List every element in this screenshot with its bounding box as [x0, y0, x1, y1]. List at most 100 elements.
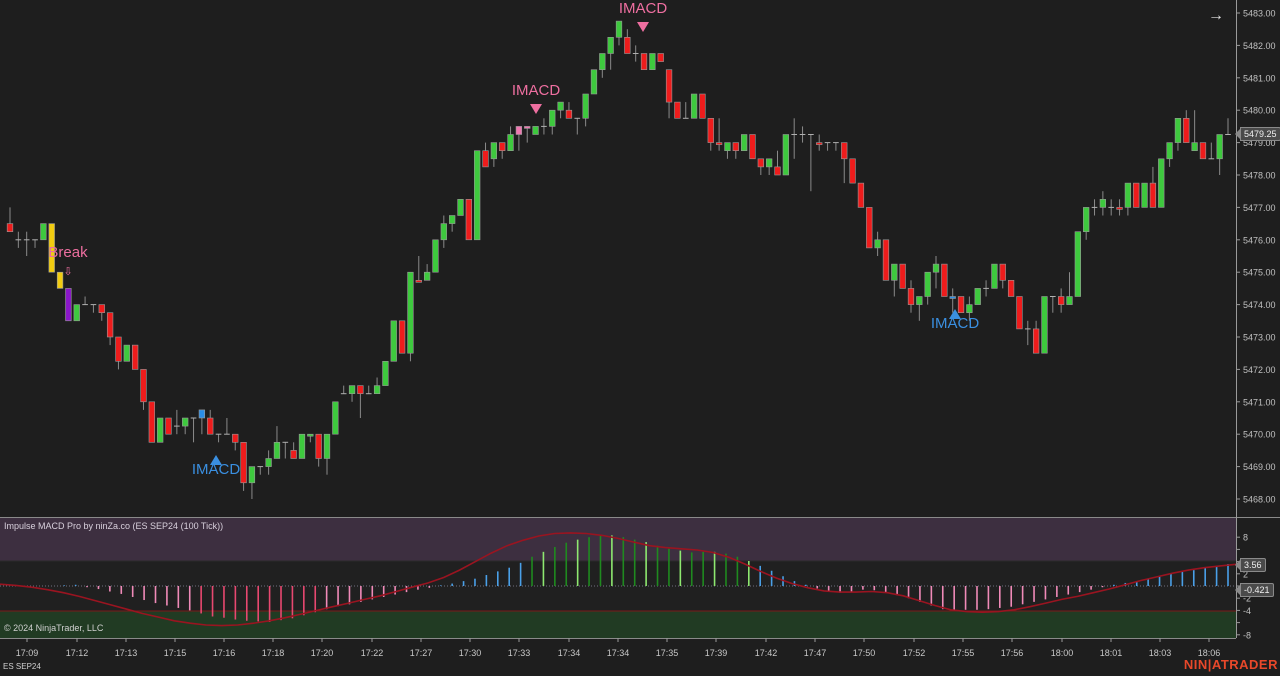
time-tick-label: 17:55	[952, 648, 975, 658]
macd-lower-zone	[0, 611, 1236, 638]
candle-body	[298, 433, 306, 459]
time-tick-label: 17:16	[213, 648, 236, 658]
time-tick-label: 18:01	[1100, 648, 1123, 658]
candle-body	[440, 223, 447, 241]
candle-body	[640, 53, 648, 71]
candle-body	[1216, 134, 1223, 160]
time-tick-label: 17:09	[16, 648, 39, 658]
candle-body	[1183, 118, 1190, 143]
instrument-label: ES SEP24	[3, 662, 41, 671]
signal-label: IMACD	[512, 82, 561, 99]
candle-body	[73, 304, 80, 322]
candle-body	[140, 369, 147, 403]
candle-body	[615, 20, 623, 38]
candle-body	[1041, 296, 1048, 354]
price-tick-label: 5474.00	[1243, 300, 1276, 310]
time-tick-label: 17:34	[558, 648, 581, 658]
candle-body	[390, 320, 397, 362]
time-tick-label: 17:47	[804, 648, 827, 658]
signal-label: IMACD	[619, 0, 668, 17]
candle-body	[98, 304, 105, 314]
candle-body	[273, 441, 281, 459]
time-tick-label: 18:03	[1149, 648, 1172, 658]
time-tick-label: 17:20	[311, 648, 334, 658]
candle-body	[106, 312, 114, 338]
candle-body	[373, 385, 381, 395]
candle-body	[432, 239, 439, 273]
candle-body	[482, 150, 489, 168]
candle-body	[882, 239, 890, 281]
candle-body	[515, 126, 523, 135]
candle-body	[157, 417, 164, 443]
candle-body	[899, 263, 906, 289]
candle-body	[966, 304, 973, 314]
candle-body	[507, 134, 514, 152]
candle-body	[857, 182, 865, 208]
buy-signal-triangle-icon	[949, 309, 961, 319]
signal-label: IMACD	[931, 315, 980, 332]
candle-body	[565, 109, 573, 119]
candle-body	[999, 263, 1006, 281]
candle-body	[465, 199, 472, 241]
candle-body	[991, 263, 998, 289]
candle-body	[757, 158, 764, 168]
candle-body	[649, 53, 656, 71]
price-tick-label: 5470.00	[1243, 430, 1276, 440]
signal-label: Break	[48, 244, 88, 261]
candle-body	[624, 36, 631, 54]
candle-body	[499, 142, 506, 152]
candle-body	[1074, 231, 1081, 297]
candle-body	[323, 433, 331, 459]
candle-body	[1133, 182, 1140, 208]
candle-body	[457, 199, 464, 216]
time-tick-label: 17:34	[607, 648, 630, 658]
macd-upper-zone	[0, 518, 1236, 561]
candle-body	[65, 288, 72, 322]
candle-body	[1083, 207, 1090, 232]
candle-body	[949, 296, 956, 299]
indicator-title: Impulse MACD Pro by ninZa.co (ES SEP24 (…	[4, 521, 224, 531]
candle-body	[690, 93, 698, 119]
candle-body	[841, 142, 848, 160]
price-tick-label: 5477.00	[1243, 203, 1276, 213]
candle-body	[315, 433, 322, 459]
histogram-value-tag: -0.421	[1235, 583, 1274, 597]
time-tick-label: 17:18	[262, 648, 285, 658]
time-tick-label: 17:39	[705, 648, 728, 658]
candle-body	[1066, 296, 1073, 305]
macd-tick-label: -2	[1243, 594, 1251, 604]
candle-body	[1141, 182, 1148, 208]
candle-body	[1191, 142, 1198, 152]
time-tick-label: 17:22	[361, 648, 384, 658]
candle-body	[1199, 142, 1207, 160]
price-tick-label: 5469.00	[1243, 462, 1276, 472]
time-tick-label: 17:52	[903, 648, 926, 658]
candle-body	[1007, 279, 1015, 297]
scroll-to-latest-arrow-icon[interactable]: →	[1208, 7, 1224, 24]
candle-body	[232, 433, 239, 443]
candle-body	[474, 150, 481, 241]
time-tick-label: 17:35	[656, 648, 679, 658]
price-tick-label: 5482.00	[1243, 41, 1276, 51]
candle-body	[874, 239, 881, 249]
candle-body	[382, 360, 389, 386]
candle-body	[265, 458, 272, 467]
candle-body	[524, 126, 531, 129]
candle-body	[48, 223, 55, 273]
macd-tick-label: 2	[1243, 569, 1248, 579]
current-price-tag: 5479.25	[1235, 127, 1280, 141]
candle-body	[1058, 296, 1065, 305]
candle-body	[1124, 182, 1132, 208]
time-tick-label: 18:06	[1198, 648, 1221, 658]
candle-body	[1016, 296, 1023, 330]
time-tick-label: 17:42	[755, 648, 778, 658]
macd-tick-label: -8	[1243, 630, 1251, 640]
candle-body	[40, 223, 47, 241]
candle-body	[182, 417, 189, 427]
candle-body	[490, 142, 497, 160]
candle-body	[557, 101, 564, 111]
candle-body	[932, 263, 940, 273]
price-tick-label: 5472.00	[1243, 365, 1276, 375]
time-tick-label: 17:15	[164, 648, 187, 658]
